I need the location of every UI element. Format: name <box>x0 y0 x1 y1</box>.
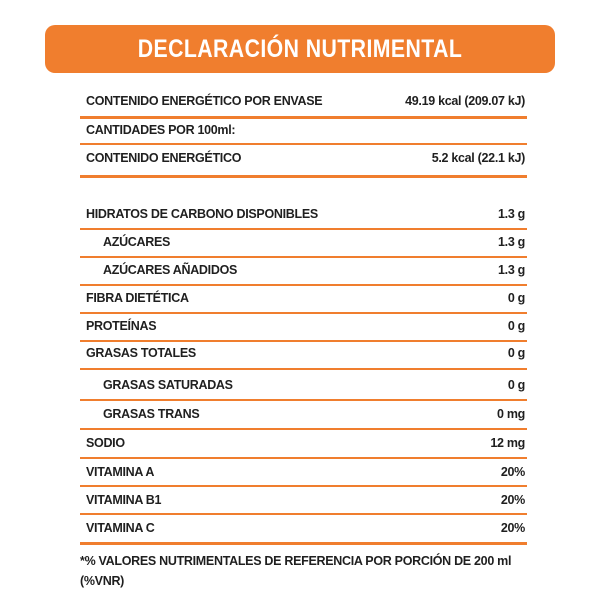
rule <box>80 284 527 286</box>
label: CONTENIDO ENERGÉTICO <box>86 151 242 165</box>
label: GRASAS TOTALES <box>86 346 196 360</box>
rule <box>80 116 527 119</box>
value: 49.19 kcal (209.07 kJ) <box>405 94 525 108</box>
value: 12 mg <box>490 436 525 450</box>
label: VITAMINA B1 <box>86 493 162 507</box>
label: CANTIDADES POR 100ml: <box>86 123 236 137</box>
value: 1.3 g <box>498 207 525 221</box>
label: HIDRATOS DE CARBONO DISPONIBLES <box>86 207 318 221</box>
value: 0 g <box>507 319 525 333</box>
value: 0 g <box>507 378 525 392</box>
value: 1.3 g <box>498 235 525 249</box>
title-banner: DECLARACIÓN NUTRIMENTAL <box>45 25 555 73</box>
rule <box>80 312 527 314</box>
row: VITAMINA B1 20% <box>80 490 527 510</box>
rule <box>80 428 527 430</box>
label: VITAMINA A <box>86 465 155 479</box>
rule <box>80 368 527 370</box>
rule <box>80 340 527 342</box>
footnote: *% VALORES NUTRIMENTALES DE REFERENCIA P… <box>80 554 512 588</box>
value: 0 g <box>507 346 525 360</box>
row: GRASAS TRANS 0 mg <box>80 404 527 424</box>
rule <box>80 228 527 230</box>
title: DECLARACIÓN NUTRIMENTAL <box>137 35 463 63</box>
row: CONTENIDO ENERGÉTICO 5.2 kcal (22.1 kJ) <box>80 148 527 168</box>
row: FIBRA DIETÉTICA 0 g <box>80 288 527 308</box>
label: SODIO <box>86 436 125 450</box>
row: GRASAS TOTALES 0 g <box>80 343 527 363</box>
label: GRASAS SATURADAS <box>103 378 233 392</box>
value: 20% <box>500 493 525 507</box>
row: AZÚCARES AÑADIDOS 1.3 g <box>80 260 527 280</box>
row: VITAMINA A 20% <box>80 462 527 482</box>
rule <box>80 457 527 459</box>
row: CANTIDADES POR 100ml: <box>80 120 527 140</box>
label: CONTENIDO ENERGÉTICO POR ENVASE <box>86 94 323 108</box>
rule <box>80 399 527 401</box>
label: AZÚCARES <box>103 235 171 249</box>
row: GRASAS SATURADAS 0 g <box>80 375 527 395</box>
rule <box>80 175 527 178</box>
value: 0 mg <box>497 407 525 421</box>
row: CONTENIDO ENERGÉTICO POR ENVASE 49.19 kca… <box>80 91 527 111</box>
row: AZÚCARES 1.3 g <box>80 232 527 252</box>
value: 20% <box>500 465 525 479</box>
rule <box>80 256 527 258</box>
label: AZÚCARES AÑADIDOS <box>103 263 238 277</box>
row: HIDRATOS DE CARBONO DISPONIBLES 1.3 g <box>80 204 527 224</box>
value: 0 g <box>507 291 525 305</box>
row: VITAMINA C 20% <box>80 518 527 538</box>
value: 5.2 kcal (22.1 kJ) <box>431 151 526 165</box>
label: FIBRA DIETÉTICA <box>86 291 189 305</box>
label: VITAMINA C <box>86 521 155 535</box>
row: PROTEÍNAS 0 g <box>80 316 527 336</box>
row: SODIO 12 mg <box>80 433 527 453</box>
rule <box>80 513 527 515</box>
rule <box>80 485 527 487</box>
label: PROTEÍNAS <box>86 319 157 333</box>
rule <box>80 542 527 545</box>
label: GRASAS TRANS <box>103 407 200 421</box>
rule <box>80 143 527 145</box>
value: 20% <box>500 521 525 535</box>
value: 1.3 g <box>498 263 525 277</box>
